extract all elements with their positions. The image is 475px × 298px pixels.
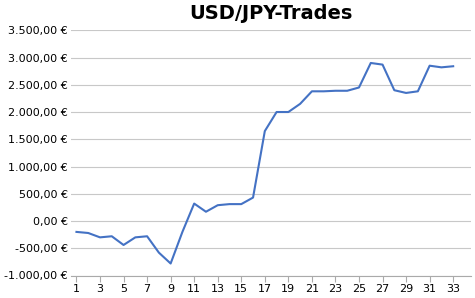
Title: USD/JPY-Trades: USD/JPY-Trades <box>189 4 352 23</box>
